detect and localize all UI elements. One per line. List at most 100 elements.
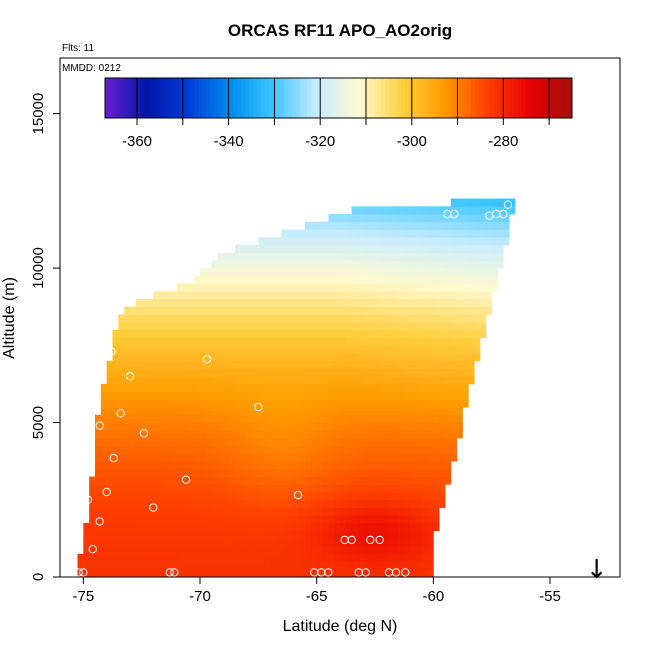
field-cell — [264, 468, 271, 477]
field-cell — [217, 484, 224, 493]
field-cell — [369, 206, 376, 215]
field-cell — [421, 569, 428, 577]
field-cell — [375, 275, 382, 284]
field-cell — [357, 569, 364, 577]
field-cell — [293, 260, 300, 269]
field-cell — [328, 337, 335, 346]
field-cell — [415, 229, 423, 238]
field-cell — [188, 391, 195, 400]
field-cell — [165, 298, 172, 308]
field-cell — [386, 360, 393, 369]
field-cell — [456, 430, 463, 439]
field-cell — [439, 461, 446, 470]
field-cell — [182, 492, 189, 501]
field-cell — [404, 244, 411, 254]
field-cell — [480, 322, 487, 331]
field-cell — [240, 546, 248, 555]
field-cell — [205, 345, 213, 354]
field-cell — [433, 515, 440, 524]
field-cell — [170, 561, 178, 570]
field-cell — [299, 283, 306, 292]
colorbar-segment — [210, 78, 215, 118]
field-cell — [351, 360, 358, 369]
field-cell — [380, 214, 388, 223]
field-cell — [264, 383, 271, 393]
field-cell — [258, 244, 265, 254]
field-cell — [439, 337, 446, 346]
field-cell — [135, 376, 143, 385]
field-cell — [345, 445, 353, 454]
field-cell — [468, 306, 475, 315]
field-cell — [380, 468, 388, 477]
field-cell — [357, 298, 364, 308]
field-cell — [100, 499, 108, 508]
field-cell — [165, 414, 172, 423]
field-cell — [258, 476, 265, 485]
field-cell — [252, 391, 259, 400]
field-cell — [316, 445, 323, 454]
field-cell — [415, 337, 423, 346]
field-cell — [369, 445, 376, 454]
field-cell — [345, 229, 353, 238]
field-cell — [351, 445, 358, 454]
field-cell — [439, 399, 446, 408]
field-cell — [258, 538, 265, 547]
field-cell — [100, 383, 108, 393]
field-cell — [421, 237, 428, 246]
field-cell — [316, 407, 323, 416]
colorbar-segment — [365, 78, 371, 118]
field-cell — [480, 214, 487, 223]
field-cell — [310, 399, 318, 408]
field-cell — [118, 445, 125, 454]
field-cell — [328, 546, 335, 555]
field-cell — [474, 244, 481, 254]
field-cell — [200, 453, 207, 462]
colorbar-segment — [408, 78, 413, 118]
colorbar-segment — [451, 78, 456, 118]
field-cell — [200, 515, 207, 524]
field-cell — [89, 561, 96, 570]
colorbar-tick-label: -280 — [488, 133, 518, 150]
field-cell — [153, 298, 160, 308]
field-cell — [369, 291, 376, 300]
field-cell — [450, 329, 458, 338]
field-cell — [340, 546, 347, 555]
field-cell — [205, 468, 213, 477]
field-cell — [456, 399, 463, 408]
field-cell — [211, 430, 218, 439]
field-cell — [188, 484, 195, 493]
field-cell — [392, 461, 399, 470]
field-cell — [252, 484, 259, 493]
field-cell — [223, 461, 230, 470]
field-cell — [299, 461, 306, 470]
field-cell — [106, 437, 113, 447]
field-cell — [118, 461, 125, 470]
observation-point — [361, 568, 370, 577]
field-cell — [176, 515, 183, 524]
field-cell — [410, 553, 417, 562]
field-cell — [351, 407, 358, 416]
field-cell — [410, 244, 417, 254]
field-cell — [398, 322, 405, 331]
field-cell — [345, 360, 353, 369]
field-cell — [170, 507, 178, 516]
field-cell — [293, 275, 300, 284]
field-cell — [176, 368, 183, 377]
colorbar-segment — [311, 78, 316, 118]
field-cell — [293, 453, 300, 462]
field-cell — [235, 538, 242, 547]
field-cell — [287, 484, 294, 493]
field-cell — [380, 322, 388, 331]
field-cell — [433, 376, 440, 385]
field-cell — [380, 275, 388, 284]
field-cell — [340, 437, 347, 447]
field-cell — [445, 383, 452, 393]
field-cell — [322, 383, 329, 393]
field-cell — [258, 314, 265, 323]
field-cell — [124, 546, 131, 555]
field-cell — [328, 430, 335, 439]
field-cell — [118, 546, 125, 555]
field-cell — [410, 484, 417, 493]
field-cell — [124, 368, 131, 377]
field-cell — [299, 306, 306, 315]
